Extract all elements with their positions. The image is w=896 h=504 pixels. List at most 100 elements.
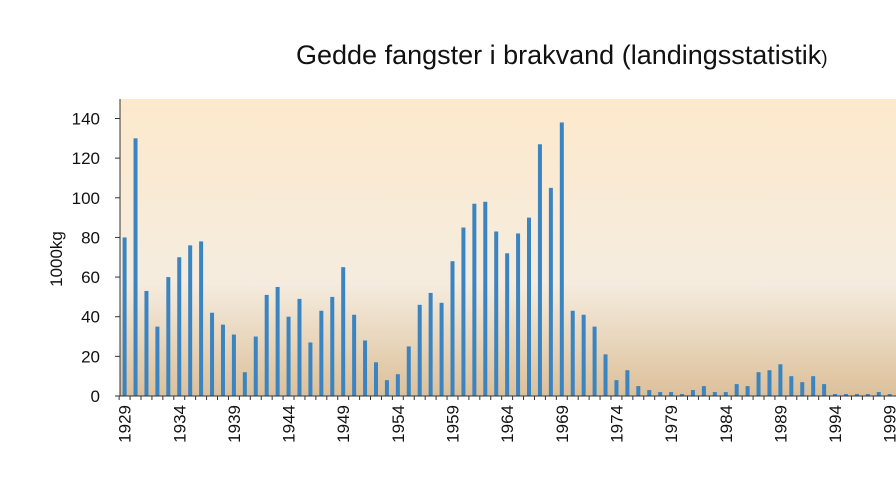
x-tick-label: 1974 — [607, 405, 626, 443]
bar — [745, 386, 750, 396]
bar — [865, 394, 870, 396]
bar — [669, 392, 674, 396]
bar — [559, 122, 564, 397]
y-tick-label: 80 — [81, 228, 100, 247]
chart-title: Gedde fangster i brakvand (landingsstati… — [296, 40, 828, 71]
bar — [352, 314, 357, 396]
x-tick-label: 1994 — [826, 405, 845, 443]
bar — [527, 217, 532, 396]
bar — [177, 257, 182, 396]
x-tick-label: 1979 — [662, 405, 681, 443]
bar — [341, 267, 346, 396]
x-tick-label: 1949 — [334, 405, 353, 443]
x-tick-label: 1934 — [170, 405, 189, 443]
bar — [395, 374, 400, 396]
bar — [428, 292, 433, 396]
x-tick-label: 1969 — [553, 405, 572, 443]
bar — [483, 201, 488, 396]
bar — [647, 390, 652, 396]
bar — [581, 314, 586, 396]
bar — [723, 392, 728, 396]
x-tick-label: 1939 — [225, 405, 244, 443]
bar — [614, 380, 619, 396]
y-tick-label: 100 — [72, 189, 100, 208]
y-tick-label: 140 — [72, 110, 100, 129]
bar — [384, 380, 389, 396]
bar — [461, 227, 466, 396]
bar — [133, 138, 138, 396]
bar — [330, 296, 335, 396]
bar — [210, 312, 215, 396]
bar — [155, 326, 160, 397]
x-tick-label: 1944 — [280, 405, 299, 443]
bar — [592, 326, 597, 397]
bar — [166, 277, 171, 396]
chart-title-tail: ) — [821, 48, 828, 69]
bar — [406, 346, 411, 396]
bar — [122, 237, 127, 396]
y-axis-label: 1000kg — [47, 231, 66, 287]
bar — [734, 384, 739, 396]
bar — [199, 241, 204, 396]
bar — [188, 245, 193, 396]
y-tick-label: 40 — [81, 308, 100, 327]
bar — [767, 370, 772, 396]
bar — [833, 394, 838, 396]
bar — [308, 342, 313, 396]
x-tick-label: 1984 — [717, 405, 736, 443]
bar — [363, 340, 368, 396]
bar — [275, 286, 280, 396]
bar — [701, 386, 706, 396]
bar — [253, 336, 258, 396]
bar — [242, 372, 247, 396]
bar — [417, 304, 422, 396]
bar — [505, 253, 510, 396]
bar — [658, 392, 663, 396]
bar — [516, 233, 521, 396]
y-tick-label: 60 — [81, 268, 100, 287]
bar — [450, 261, 455, 396]
bar — [472, 203, 477, 396]
y-tick-label: 20 — [81, 347, 100, 366]
bar — [887, 394, 892, 396]
x-tick-label: 1959 — [444, 405, 463, 443]
bar — [231, 334, 236, 396]
bar — [297, 298, 302, 397]
bar — [778, 364, 783, 396]
bar — [373, 362, 378, 396]
chart-title-main: Gedde fangster i brakvand (landingsstati… — [296, 40, 822, 70]
x-tick-label: 1964 — [498, 405, 517, 443]
x-tick-label: 1954 — [389, 405, 408, 443]
bar — [439, 302, 444, 396]
bar — [789, 376, 794, 396]
bar — [548, 187, 553, 397]
y-axis-ticks: 0 20 40 60 80 100 120 140 — [72, 110, 120, 406]
x-tick-label: 1929 — [116, 405, 135, 443]
bar — [822, 384, 827, 396]
bar — [537, 144, 542, 396]
bar — [756, 372, 761, 396]
bar — [690, 390, 695, 396]
y-tick-label: 0 — [91, 387, 100, 406]
bar — [712, 392, 717, 396]
x-axis-ticks: 1929 1934 1939 1944 1949 1954 1959 1964 1969 1974… — [116, 396, 896, 443]
bar — [625, 370, 630, 396]
bar — [264, 294, 269, 396]
x-tick-label: 1989 — [771, 405, 790, 443]
x-tick-label: 1999 — [881, 405, 896, 443]
bar — [570, 310, 575, 396]
bar — [144, 290, 149, 396]
y-tick-label: 120 — [72, 149, 100, 168]
bar — [286, 316, 291, 396]
bar — [494, 231, 499, 396]
bar — [220, 324, 225, 396]
bar — [800, 382, 805, 397]
bar — [603, 354, 608, 397]
bar — [636, 386, 641, 396]
bar — [680, 394, 685, 396]
bar — [319, 310, 324, 396]
bar — [811, 376, 816, 396]
bar-series — [122, 122, 892, 397]
bar — [876, 392, 881, 396]
